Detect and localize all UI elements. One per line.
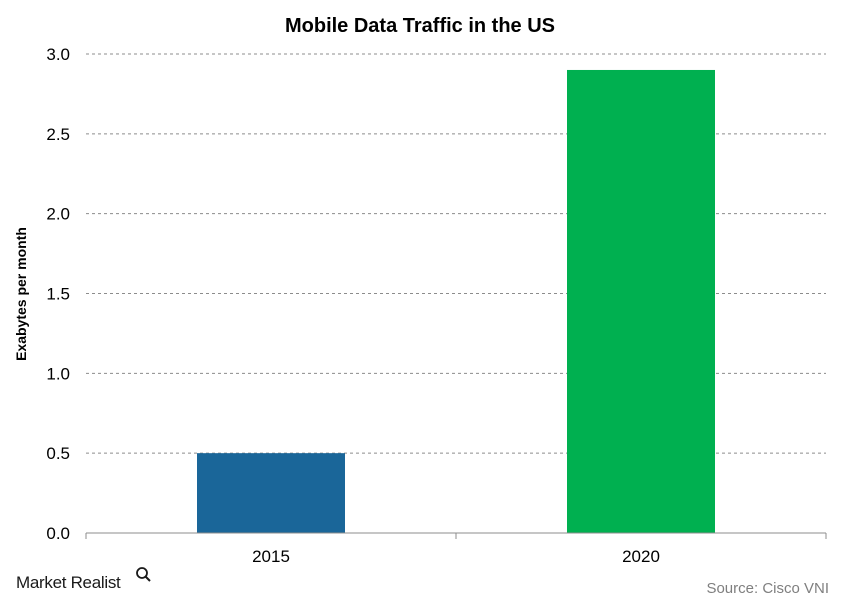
y-tick-label: 0.0 <box>46 524 70 543</box>
y-tick-label: 2.5 <box>46 125 70 144</box>
y-axis-label: Exabytes per month <box>13 227 29 361</box>
y-axis-ticks: 0.0 0.5 1.0 1.5 2.0 2.5 3.0 <box>46 45 70 543</box>
source-note: Source: Cisco VNI <box>706 580 829 597</box>
y-tick-label: 1.0 <box>46 364 70 383</box>
y-tick-label: 1.5 <box>46 285 70 304</box>
bar-2020 <box>567 69 715 533</box>
x-axis: 2015 2020 <box>85 532 827 566</box>
y-tick-label: 0.5 <box>46 444 70 463</box>
y-tick-label: 3.0 <box>46 45 70 64</box>
bars <box>197 69 715 533</box>
y-tick-label: 2.0 <box>46 205 70 224</box>
chart-title: Mobile Data Traffic in the US <box>285 15 555 37</box>
market-realist-logo: Market Realist <box>16 567 151 592</box>
bar-2015 <box>197 453 345 533</box>
x-tick-label: 2020 <box>622 547 660 566</box>
magnifier-icon <box>136 567 151 582</box>
logo-text: Market Realist <box>16 573 121 592</box>
x-tick-label: 2015 <box>252 547 290 566</box>
